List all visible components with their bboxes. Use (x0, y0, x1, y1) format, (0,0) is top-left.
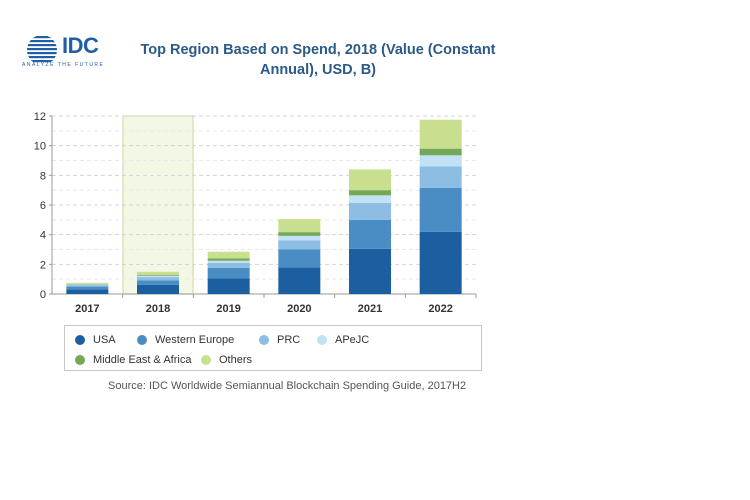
legend-item-western-europe: Western Europe (137, 334, 234, 346)
bar-segment-2017-western-europe (66, 286, 109, 290)
legend-swatch (75, 335, 85, 345)
bar-segment-2018-apejc (137, 275, 179, 278)
bar-segment-2022-western-europe (419, 187, 462, 232)
bar-segment-2019-others (207, 251, 250, 259)
bar-segment-2020-middle-east-africa (278, 232, 321, 236)
bar-segment-2018-western-europe (137, 280, 179, 285)
bar-segment-2022-middle-east-africa (419, 148, 462, 156)
bar-segment-2021-prc (349, 202, 391, 220)
bar-segment-2020-apejc (278, 235, 321, 241)
legend-item-others: Others (201, 354, 252, 366)
bar-segment-2021-western-europe (349, 219, 391, 249)
bar-segment-2017-others (66, 282, 109, 284)
bar-segment-2019-western-europe (207, 267, 250, 279)
legend-swatch (201, 355, 211, 365)
bar-segment-2017-prc (66, 285, 109, 287)
legend-label: Others (219, 354, 253, 366)
y-tick-label: 2 (40, 259, 46, 271)
bar-segment-2018-prc (137, 277, 179, 281)
x-tick-label-2019: 2019 (216, 303, 240, 315)
y-tick-label: 10 (34, 141, 46, 153)
bar-segment-2019-middle-east-africa (207, 258, 250, 261)
bar-segment-2022-usa (419, 231, 462, 294)
idc-globe-icon (27, 36, 57, 63)
legend-item-prc: PRC (259, 334, 300, 346)
bar-segment-2022-others (419, 119, 462, 149)
bar-segment-2018-usa (137, 284, 179, 294)
y-tick-label: 8 (40, 170, 46, 182)
bar-segment-2019-usa (207, 278, 250, 294)
legend-item-apejc: APeJC (317, 334, 369, 346)
bar-segment-2022-prc (419, 166, 462, 188)
bar-segment-2019-prc (207, 262, 250, 268)
chart-legend: USA Western Europe PRC APeJC Middle East & A… (64, 325, 482, 371)
x-tick-label-2021: 2021 (358, 303, 382, 315)
y-tick-label: 0 (40, 289, 46, 301)
legend-label: Middle East & Africa (93, 354, 192, 366)
legend-label: PRC (277, 334, 301, 346)
legend-swatch (317, 335, 327, 345)
legend-item-middle-east-africa: Middle East & Africa (75, 354, 191, 366)
legend-label: APeJC (335, 334, 370, 346)
bar-segment-2021-apejc (349, 195, 391, 203)
idc-logo-tagline: ANALYZE THE FUTURE (22, 62, 105, 68)
x-tick-label-2017: 2017 (75, 303, 99, 315)
legend-item-usa: USA (75, 334, 116, 346)
chart-title: Top Region Based on Spend, 2018 (Value (… (118, 40, 518, 80)
bar-segment-2019-apejc (207, 260, 250, 263)
bar-segment-2021-others (349, 169, 391, 191)
bar-segment-2020-usa (278, 267, 321, 294)
chart-title-line-2: Annual), USD, B) (260, 62, 376, 78)
legend-label: USA (93, 334, 116, 346)
source-note: Source: IDC Worldwide Semiannual Blockch… (108, 380, 467, 392)
bar-segment-2017-usa (66, 289, 109, 294)
bar-segment-2018-others (137, 271, 179, 275)
x-tick-label-2020: 2020 (287, 303, 311, 315)
legend-label: Western Europe (155, 334, 235, 346)
y-tick-label: 12 (34, 111, 46, 123)
x-tick-label-2018: 2018 (146, 303, 170, 315)
bar-segment-2021-usa (349, 248, 391, 294)
bar-segment-2020-western-europe (278, 249, 321, 268)
bar-segment-2020-others (278, 219, 321, 233)
idc-logo-text: IDC (62, 33, 99, 58)
legend-swatch (137, 335, 147, 345)
x-tick-label-2022: 2022 (428, 303, 452, 315)
bar-segment-2020-prc (278, 240, 321, 250)
bar-segment-2021-middle-east-africa (349, 190, 391, 196)
legend-swatch (75, 355, 85, 365)
y-tick-label: 4 (40, 230, 46, 242)
bar-segment-2018-middle-east-africa (137, 274, 179, 276)
bar-segment-2017-apejc (66, 284, 109, 286)
legend-swatch (259, 335, 269, 345)
bar-segment-2022-apejc (419, 155, 462, 167)
chart-title-line-1: Top Region Based on Spend, 2018 (Value (… (140, 42, 496, 58)
y-tick-label: 6 (40, 200, 46, 212)
